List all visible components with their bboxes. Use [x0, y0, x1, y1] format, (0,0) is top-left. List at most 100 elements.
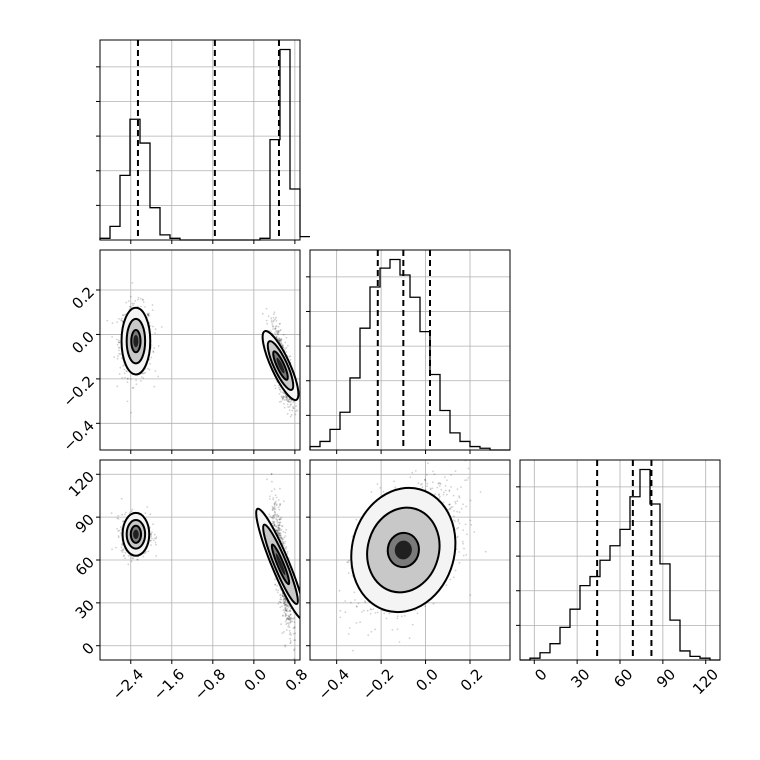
scatter-point — [277, 330, 279, 333]
scatter-point — [283, 406, 286, 409]
scatter-point — [285, 614, 288, 616]
scatter-point — [275, 503, 278, 506]
scatter-point — [278, 518, 281, 521]
scatter-point — [279, 329, 282, 331]
scatter-point — [124, 551, 127, 554]
scatter-point — [149, 362, 152, 365]
scatter-point — [281, 538, 284, 541]
scatter-point — [285, 623, 288, 625]
scatter-point — [442, 493, 445, 496]
scatter-point — [424, 605, 426, 608]
scatter-point — [148, 314, 151, 317]
scatter-point — [279, 487, 281, 490]
scatter-point — [436, 486, 439, 489]
scatter-point — [147, 313, 149, 316]
scatter-point — [278, 524, 280, 527]
scatter-point — [450, 474, 452, 476]
scatter-point — [284, 613, 287, 615]
scatter-point — [289, 618, 292, 621]
scatter-point — [285, 609, 288, 612]
scatter-point — [289, 617, 291, 619]
scatter-point — [277, 529, 280, 532]
scatter-point — [279, 606, 282, 609]
scatter-point — [286, 617, 289, 620]
scatter-point — [152, 539, 155, 542]
scatter-point — [454, 520, 456, 523]
contour-line — [130, 329, 142, 354]
scatter-point — [512, 514, 514, 516]
scatter-point — [270, 516, 273, 519]
scatter-point — [120, 319, 122, 322]
scatter-point — [274, 494, 277, 497]
scatter-point — [284, 610, 287, 612]
scatter-point — [458, 511, 461, 514]
scatter-point — [280, 395, 283, 398]
scatter-point — [469, 594, 472, 596]
scatter-point — [153, 347, 156, 349]
scatter-point — [280, 623, 282, 626]
scatter-point — [273, 514, 275, 517]
scatter-point — [277, 532, 280, 535]
scatter-point — [292, 401, 295, 404]
scatter-point — [285, 618, 288, 621]
scatter-point — [137, 558, 139, 561]
scatter-point — [282, 615, 284, 617]
scatter-point — [284, 620, 287, 623]
scatter-point — [283, 396, 285, 399]
scatter-point — [338, 589, 341, 592]
scatter-point — [282, 541, 285, 544]
scatter-point — [294, 632, 297, 635]
scatter-point — [153, 385, 156, 388]
scatter-point — [283, 395, 285, 398]
scatter-point — [155, 536, 158, 538]
scatter-point — [290, 403, 292, 406]
scatter-point — [396, 615, 399, 617]
scatter-point — [151, 531, 153, 534]
scatter-panel-0-2 — [96, 459, 301, 664]
scatter-point — [130, 510, 133, 513]
scatter-point — [281, 395, 284, 398]
scatter-point — [116, 343, 119, 346]
scatter-point — [142, 555, 145, 558]
scatter-point — [290, 617, 293, 620]
scatter-point — [283, 544, 285, 547]
scatter-point — [120, 549, 123, 552]
scatter-point — [464, 523, 467, 526]
scatter-point — [120, 546, 123, 549]
scatter-point — [465, 554, 468, 556]
scatter-point — [278, 388, 281, 391]
scatter-point — [411, 623, 414, 626]
scatter-point — [126, 381, 129, 383]
scatter-point — [129, 306, 132, 308]
scatter-point — [275, 325, 278, 327]
density-peak — [394, 540, 412, 560]
scatter-point — [284, 607, 287, 610]
contour-line — [121, 511, 151, 557]
y-tick-label: 30 — [72, 596, 98, 622]
x-tick-label: −0.8 — [191, 665, 229, 703]
scatter-point — [379, 487, 382, 489]
scatter-point — [277, 333, 279, 336]
scatter-point — [271, 508, 274, 511]
scatter-point — [429, 488, 432, 491]
scatter-point — [135, 379, 138, 382]
scatter-point — [295, 410, 297, 413]
scatter-point — [278, 393, 281, 395]
scatter-point — [288, 399, 290, 401]
scatter-point — [285, 397, 288, 399]
scatter-point — [280, 338, 282, 340]
scatter-point — [285, 604, 288, 606]
scatter-point — [448, 490, 451, 493]
scatter-point — [279, 594, 281, 597]
scatter-point — [292, 405, 294, 408]
scatter-point — [118, 347, 121, 349]
x-tick-label: −0.2 — [359, 665, 397, 703]
scatter-point — [398, 641, 401, 643]
scatter-point — [289, 621, 291, 624]
scatter-point — [277, 532, 280, 535]
scatter-point — [285, 605, 288, 608]
scatter-point — [277, 602, 280, 605]
scatter-point — [462, 554, 465, 557]
scatter-point — [284, 613, 287, 615]
